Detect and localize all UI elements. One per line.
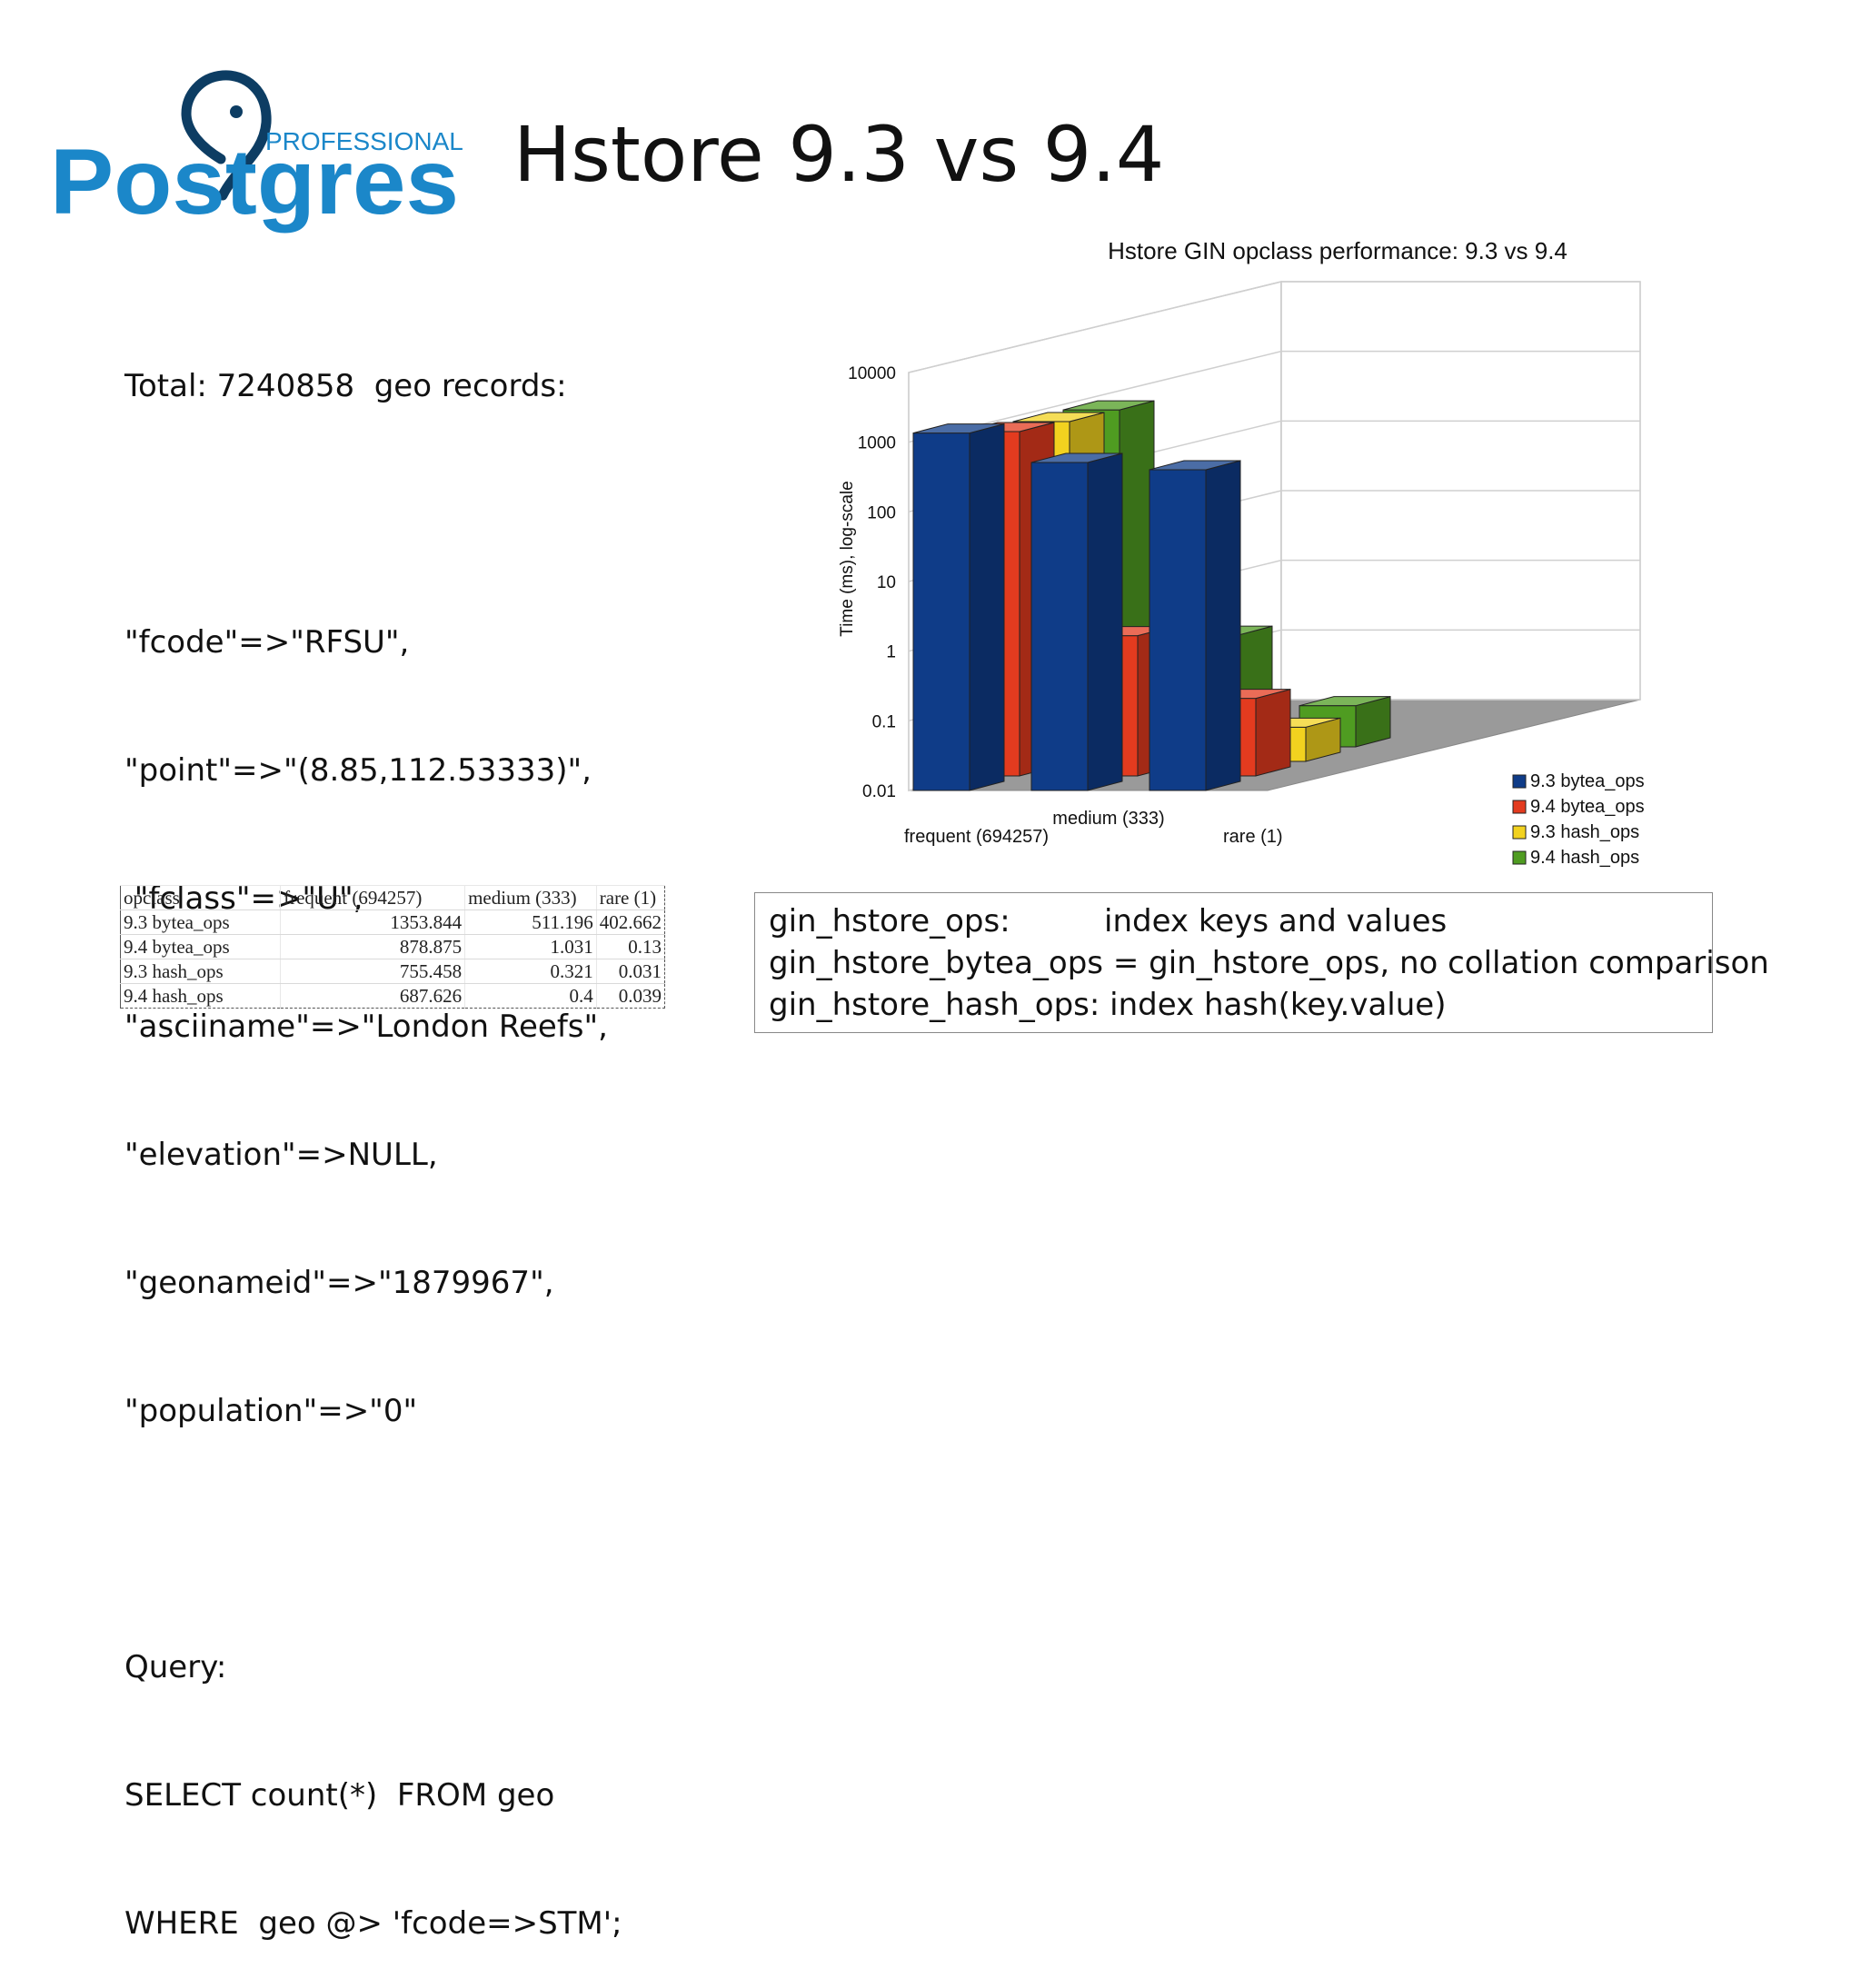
y-tick-label: 1000 [858, 434, 896, 453]
table-cell: 0.039 [596, 983, 666, 1009]
chart-title: Hstore GIN opclass performance: 9.3 vs 9… [1108, 237, 1567, 264]
info-value: index keys and values [1104, 903, 1448, 939]
y-tick-label: 10 [877, 573, 896, 592]
info-value: gin_hstore_ops, no collation comparison [1149, 945, 1769, 981]
table-cell: 0.13 [596, 934, 666, 959]
legend-swatch [1512, 800, 1527, 814]
table-row: 9.3 hash_ops 755.458 0.321 0.031 [119, 959, 666, 984]
info-key: gin_hstore_bytea_ops = [769, 945, 1149, 981]
x-category-label: frequent (694257) [904, 827, 1049, 847]
elephant-icon [181, 70, 272, 201]
table-cell: 878.875 [280, 934, 466, 959]
postgres-professional-logo: PROFESSIONAL Postgres [50, 70, 463, 234]
table-cell: 9.3 bytea_ops [119, 910, 282, 935]
table-header-row: opclass frequent (694257) medium (333) r… [119, 885, 666, 910]
gridline [908, 281, 1640, 373]
legend-swatch [1512, 850, 1527, 865]
bar [1030, 452, 1123, 791]
info-key: gin_hstore_ops: [769, 903, 1010, 939]
x-category-label: medium (333) [1052, 809, 1164, 829]
record-line: "asciiname"=>"London Reefs", [124, 1009, 608, 1045]
left-text-block: Total: 7240858 geo records: "fcode"=>"RF… [124, 280, 622, 1988]
legend-swatch [1512, 774, 1527, 789]
table-cell: 755.458 [280, 959, 466, 984]
slide-title: Hstore 9.3 vs 9.4 [513, 110, 1165, 199]
table-cell: 1353.844 [280, 910, 466, 935]
table-header: rare (1) [596, 885, 666, 910]
table-cell: 0.4 [464, 983, 597, 1009]
table-cell: 687.626 [280, 983, 466, 1009]
legend-label: 9.3 hash_ops [1530, 822, 1639, 842]
record-line: "point"=>"(8.85,112.53333)", [124, 752, 592, 789]
y-tick-label: 0.01 [862, 782, 896, 801]
table-cell: 402.662 [596, 910, 666, 935]
table-cell: 0.321 [464, 959, 597, 984]
info-line: gin_hstore_ops: index keys and values [769, 900, 1712, 942]
record-line: "geonameid"=>"1879967", [124, 1265, 554, 1301]
legend-swatch [1512, 825, 1527, 840]
legend-label: 9.4 bytea_ops [1530, 797, 1645, 817]
query-label: Query: [124, 1649, 227, 1685]
performance-table: opclass frequent (694257) medium (333) r… [119, 885, 666, 1009]
bar [912, 422, 1005, 791]
bar [1149, 460, 1241, 791]
y-tick-label: 0.1 [872, 712, 896, 731]
legend-label: 9.3 bytea_ops [1530, 771, 1645, 791]
table-row: 9.4 hash_ops 687.626 0.4 0.039 [119, 983, 666, 1009]
total-records-line: Total: 7240858 geo records: [124, 368, 567, 404]
legend-label: 9.4 hash_ops [1530, 848, 1639, 868]
table-cell: 9.4 hash_ops [119, 983, 282, 1009]
chart-bars [912, 400, 1391, 791]
logo-word: Postgres [50, 130, 459, 234]
info-line: gin_hstore_hash_ops: index hash(key.valu… [769, 984, 1712, 1026]
query-line: SELECT count(*) FROM geo [124, 1777, 555, 1814]
record-line: "elevation"=>NULL, [124, 1137, 438, 1173]
opclass-performance-chart: Hstore GIN opclass performance: 9.3 vs 9… [838, 237, 1645, 868]
x-axis-categories: frequent (694257)medium (333) rare (1) [904, 809, 1283, 847]
y-tick-label: 10000 [848, 364, 896, 383]
x-category-label: rare (1) [1223, 827, 1283, 847]
chart-legend: 9.3 bytea_ops 9.4 bytea_ops 9.3 hash_ops 9.… [1512, 771, 1645, 868]
table-cell: 1.031 [464, 934, 597, 959]
table-cell: 511.196 [464, 910, 597, 935]
logo-tagline: PROFESSIONAL [265, 127, 463, 155]
y-tick-label: 1 [886, 643, 896, 662]
record-line: "population"=>"0" [124, 1393, 418, 1429]
table-row: 9.3 bytea_ops 1353.844 511.196 402.662 [119, 910, 666, 935]
info-key: gin_hstore_hash_ops: [769, 987, 1110, 1023]
y-tick-label: 100 [867, 503, 896, 522]
table-cell: 9.4 bytea_ops [119, 934, 282, 959]
gridline [908, 350, 1640, 443]
table-header: opclass [119, 885, 282, 910]
record-line: "fcode"=>"RFSU", [124, 624, 410, 661]
info-line: gin_hstore_bytea_ops = gin_hstore_ops, n… [769, 942, 1769, 984]
opclass-info-box: gin_hstore_ops: index keys and values gin… [754, 892, 1769, 1033]
info-value: index hash(key.value) [1110, 987, 1447, 1023]
table-header: medium (333) [464, 885, 597, 910]
table-cell: 9.3 hash_ops [119, 959, 282, 984]
table-row: 9.4 bytea_ops 878.875 1.031 0.13 [119, 934, 666, 959]
y-axis-label: Time (ms), log-scale [838, 481, 857, 636]
table-header: frequent (694257) [280, 885, 466, 910]
y-axis-ticks: 10000 1000 100 10 1 0.1 0.01 [848, 281, 1640, 801]
table-cell: 0.031 [596, 959, 666, 984]
elephant-eye-icon [230, 105, 243, 118]
query-line: WHERE geo @> 'fcode=>STM'; [124, 1905, 622, 1942]
